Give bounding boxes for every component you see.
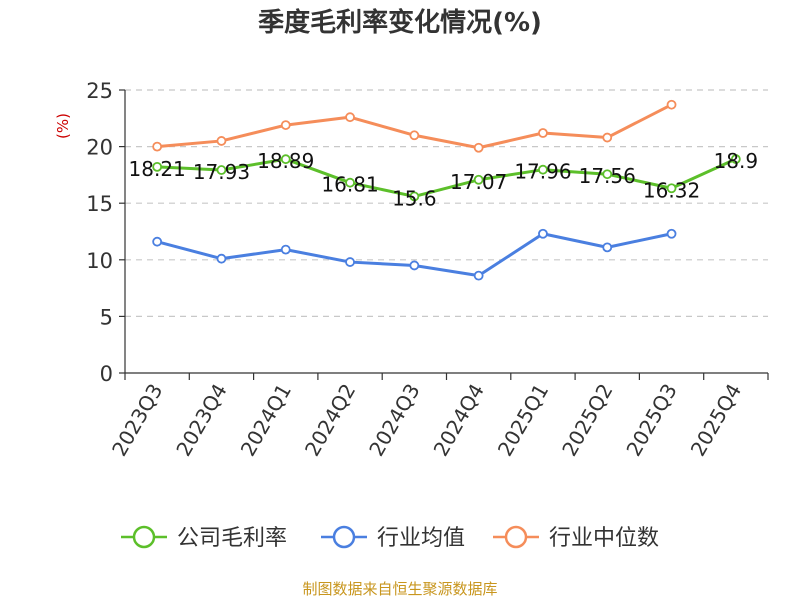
y-axis-unit-label: (%)	[54, 113, 72, 139]
data-point	[409, 260, 420, 271]
data-label: 16.81	[321, 173, 378, 197]
data-label: 17.56	[579, 164, 636, 188]
x-tick-label: 2024Q2	[300, 380, 360, 461]
data-point	[345, 257, 355, 267]
y-tick-label: 0	[100, 362, 113, 386]
data-label: 18.21	[129, 157, 186, 181]
x-tick-label: 2025Q4	[686, 380, 746, 461]
chart-title: 季度毛利率变化情况(%)	[258, 8, 542, 38]
legend-item: 行业中位数	[493, 525, 659, 551]
series-layer	[152, 99, 741, 281]
data-point	[602, 132, 613, 143]
data-point	[409, 130, 420, 141]
data-point	[345, 177, 355, 188]
data-point	[473, 174, 484, 185]
legend-marker	[332, 525, 356, 549]
data-point	[666, 183, 677, 194]
data-point	[280, 244, 291, 255]
data-point	[473, 270, 484, 281]
data-label: 17.96	[514, 160, 571, 184]
x-tick-label: 2023Q3	[107, 380, 167, 461]
data-point	[730, 154, 741, 164]
data-label-layer: 18.21 17.93 18.89 16.81 15.6 17.07 17.96 17.56 1…	[129, 149, 759, 210]
legend-label: 公司毛利率	[177, 526, 287, 551]
series-line-2	[157, 103, 673, 150]
axis-layer: 0 5 10 15 20 25 2023Q3 2023Q4 2024Q1 2024Q2 2024Q3…	[86, 79, 769, 461]
data-point	[538, 228, 548, 239]
x-tick-label: 2025Q3	[621, 380, 681, 461]
x-tick-label: 2024Q4	[429, 380, 489, 461]
data-point	[152, 161, 163, 172]
y-tick-label: 5	[100, 305, 113, 329]
data-label: 17.93	[193, 160, 250, 184]
y-tick-label: 15	[86, 192, 113, 216]
data-label: 17.07	[450, 170, 507, 194]
x-tick-label: 2025Q2	[557, 380, 617, 461]
source-note: 制图数据来自恒生聚源数据库	[302, 580, 498, 598]
legend-label: 行业均值	[377, 526, 465, 551]
data-point	[345, 112, 355, 123]
data-label: 18.89	[257, 149, 314, 173]
data-point	[216, 136, 227, 146]
legend-marker	[132, 525, 156, 549]
data-point	[666, 99, 677, 110]
data-point	[152, 236, 163, 247]
grid-layer	[125, 89, 768, 317]
legend-marker	[504, 525, 528, 549]
x-tick-label: 2023Q4	[171, 380, 231, 461]
data-point	[666, 228, 677, 239]
legend-item: 公司毛利率	[121, 525, 287, 551]
data-label: 16.32	[643, 178, 700, 202]
data-point	[280, 120, 291, 130]
data-point	[280, 154, 291, 165]
data-point	[152, 141, 163, 152]
data-point	[602, 242, 613, 253]
x-tick-label: 2024Q1	[236, 380, 296, 461]
legend-label: 行业中位数	[549, 526, 659, 551]
data-point	[602, 169, 613, 180]
y-tick-label: 20	[86, 136, 113, 160]
x-tick-label: 2025Q1	[493, 380, 553, 461]
data-point	[538, 164, 548, 175]
data-point	[409, 191, 420, 202]
data-point	[216, 253, 227, 264]
x-tick-label: 2024Q3	[364, 380, 424, 461]
data-point	[538, 128, 548, 138]
data-label: 18.9	[714, 149, 759, 173]
y-tick-label: 25	[86, 79, 113, 103]
legend-item: 行业均值	[321, 525, 465, 551]
data-label: 15.6	[392, 186, 437, 210]
y-tick-label: 10	[86, 249, 113, 273]
series-line-0	[157, 157, 737, 198]
data-point	[473, 142, 484, 153]
legend: 公司毛利率 行业均值 行业中位数	[121, 525, 659, 551]
data-point	[216, 165, 227, 175]
